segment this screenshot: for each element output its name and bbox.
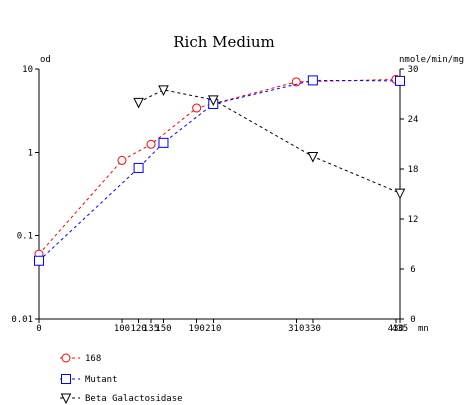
series-2 — [133, 85, 406, 200]
legend-item: 168 — [60, 353, 101, 364]
data-point — [394, 188, 406, 200]
data-point — [146, 139, 156, 149]
data-point — [395, 75, 405, 86]
x-tick-label: 435 — [392, 324, 408, 334]
series-layer — [34, 74, 406, 266]
series-line — [138, 89, 401, 194]
y-left-tick-label: 0.1 — [17, 232, 33, 242]
data-point — [291, 77, 301, 87]
y-right-tick-label: 18 — [408, 165, 419, 175]
y-left-tick-label: 1 — [28, 148, 33, 158]
x-tick-label: 330 — [305, 324, 321, 334]
x-axis-unit-label: mn — [418, 324, 429, 334]
data-point — [192, 103, 202, 113]
y-axis-right-label: nmole/min/mg — [399, 55, 464, 65]
y-axis-left-label: od — [40, 55, 51, 65]
legend-label: 168 — [85, 354, 101, 364]
legend-label: Beta Galactosidase — [85, 394, 183, 404]
x-tick-label: 120 — [130, 324, 146, 334]
data-point — [307, 152, 319, 163]
legend-label: Mutant — [85, 375, 118, 385]
legend-item: Mutant — [60, 374, 118, 385]
x-tick-label: 150 — [155, 324, 171, 334]
x-tick-label: 100 — [114, 324, 130, 334]
legend-item: Beta Galactosidase — [60, 393, 183, 405]
axes — [35, 68, 404, 323]
x-tick-label: 210 — [205, 324, 221, 334]
x-tick-label: 0 — [36, 324, 41, 334]
series-1 — [34, 75, 405, 266]
x-tick-label: 135 — [143, 324, 159, 334]
x-tick-label: 430 — [388, 324, 404, 334]
chart-title: Rich Medium — [173, 33, 274, 51]
data-point — [158, 85, 169, 96]
data-point — [117, 155, 127, 165]
x-tick-label: 310 — [288, 324, 304, 334]
y-right-tick-label: 30 — [408, 65, 419, 75]
data-point — [133, 162, 144, 173]
y-right-tick-label: 6 — [410, 265, 415, 275]
data-point — [307, 75, 318, 86]
data-point — [207, 95, 219, 106]
y-right-tick-label: 24 — [408, 115, 419, 125]
y-right-tick-label: 12 — [408, 215, 419, 225]
y-left-tick-label: 0.01 — [11, 315, 33, 325]
data-point — [34, 255, 44, 266]
x-tick-label: 190 — [189, 324, 205, 334]
data-point — [133, 97, 144, 109]
legend-marker — [61, 374, 71, 384]
y-left-tick-label: 10 — [22, 65, 33, 75]
legend-marker — [61, 353, 71, 363]
y-right-tick-label: 0 — [410, 315, 415, 325]
legend: 168 Mutant Beta Galactosidase — [60, 353, 183, 405]
legend-marker — [60, 393, 72, 405]
data-point — [158, 137, 169, 148]
